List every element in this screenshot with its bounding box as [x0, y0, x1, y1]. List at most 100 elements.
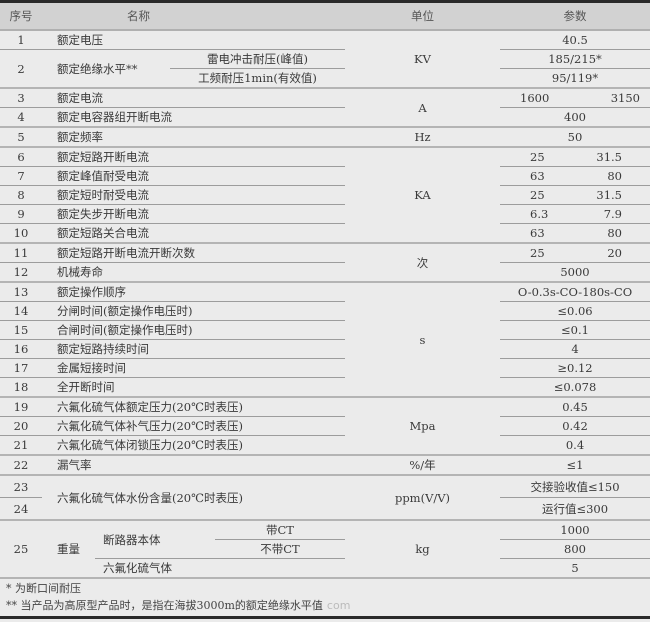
row-name: 六氟化硫气体水份含量(20℃时表压) — [42, 475, 345, 521]
row-no: 21 — [0, 435, 42, 456]
row-unit: Hz — [345, 127, 500, 148]
row-name: 额定短路关合电流 — [42, 223, 345, 244]
param-value-2: 80 — [607, 226, 622, 240]
table-row: 16 额定短路持续时间 4 — [0, 339, 650, 359]
row-no: 22 — [0, 455, 42, 476]
row-name: 额定绝缘水平** — [42, 49, 170, 89]
row-subname: 六氟化硫气体 — [95, 558, 345, 579]
table-row: 六氟化硫气体 5 — [0, 558, 650, 579]
row-name: 额定短时耐受电流 — [42, 185, 345, 205]
row-name: 额定峰值耐受电流 — [42, 166, 345, 186]
row-param: 185/215* — [500, 49, 650, 69]
row-name: 漏气率 — [42, 455, 345, 476]
row-param: ≤1 — [500, 455, 650, 476]
row-param: 4 — [500, 339, 650, 359]
table-row: 9 额定失步开断电流 6.3 7.9 — [0, 204, 650, 224]
param-value-1: 1600 — [520, 91, 550, 105]
row-param: 5000 — [500, 262, 650, 283]
footnotes: * 为断口间耐压 ** 当产品为高原型产品时，是指在海拔3000m的额定绝缘水平… — [6, 580, 350, 614]
row-unit: KA — [345, 147, 500, 244]
row-unit: KV — [345, 30, 500, 89]
table-row: 11 额定短路开断电流开断次数 次 25 20 — [0, 243, 650, 283]
footnote: * 为断口间耐压 — [6, 582, 81, 595]
row-name: 额定失步开断电流 — [42, 204, 345, 224]
row-no: 17 — [0, 358, 42, 378]
row-param: ≤0.06 — [500, 301, 650, 321]
row-name: 额定操作顺序 — [42, 282, 345, 302]
row-name: 六氟化硫气体闭锁压力(20℃时表压) — [42, 435, 345, 456]
row-no: 11 — [0, 243, 42, 263]
param-value-1: 25 — [530, 246, 545, 260]
row-name: 额定短路开断电流 — [42, 147, 345, 167]
param-value-2: 3150 — [610, 91, 640, 105]
row-name: 重量 — [42, 520, 95, 579]
row-no: 24 — [0, 497, 42, 521]
row-param: 1000 — [500, 520, 650, 540]
row-unit: Mpa — [345, 397, 500, 456]
row-no: 14 — [0, 301, 42, 321]
row-no: 2 — [0, 49, 42, 89]
row-param: 63 80 — [500, 223, 650, 244]
table-row: 4 额定电容器组开断电流 400 — [0, 107, 650, 128]
row-name: 机械寿命 — [42, 262, 345, 283]
table-row: 工频耐压1min(有效值) 95/119* — [0, 68, 650, 89]
param-value-1: 63 — [530, 169, 545, 183]
table-row: 7 额定峰值耐受电流 63 80 — [0, 166, 650, 186]
row-no: 12 — [0, 262, 42, 283]
row-name: 额定短路持续时间 — [42, 339, 345, 359]
row-no: 20 — [0, 416, 42, 436]
row-param: 63 80 — [500, 166, 650, 186]
row-name: 六氟化硫气体补气压力(20℃时表压) — [42, 416, 345, 436]
row-param: 25 20 — [500, 243, 650, 263]
row-no: 25 — [0, 520, 42, 579]
row-param: 0.45 — [500, 397, 650, 417]
row-unit: %/年 — [345, 455, 500, 476]
table-row: 10 额定短路关合电流 63 80 — [0, 223, 650, 244]
param-value-2: 80 — [607, 169, 622, 183]
table-row: 19 六氟化硫气体额定压力(20℃时表压) Mpa 0.45 — [0, 397, 650, 456]
param-value-2: 31.5 — [596, 188, 622, 202]
row-param: 1600 3150 — [500, 88, 650, 108]
row-name: 六氟化硫气体额定压力(20℃时表压) — [42, 397, 345, 417]
row-no: 10 — [0, 223, 42, 244]
row-no: 8 — [0, 185, 42, 205]
param-value-1: 25 — [530, 188, 545, 202]
param-value-2: 31.5 — [596, 150, 622, 164]
table-row: 23 六氟化硫气体水份含量(20℃时表压) ppm(V/V) 交接验收值≤150 — [0, 475, 650, 521]
table-row: 8 额定短时耐受电流 25 31.5 — [0, 185, 650, 205]
row-no: 4 — [0, 107, 42, 128]
table-row: 14 分闸时间(额定操作电压时) ≤0.06 — [0, 301, 650, 321]
table-row: 6 额定短路开断电流 KA 25 31.5 — [0, 147, 650, 244]
header-unit: 单位 — [345, 3, 500, 31]
row-no: 3 — [0, 88, 42, 108]
row-name: 额定频率 — [42, 127, 345, 148]
row-param: 6.3 7.9 — [500, 204, 650, 224]
row-param: 95/119* — [500, 68, 650, 89]
row-no: 6 — [0, 147, 42, 167]
row-subname: 工频耐压1min(有效值) — [170, 68, 345, 89]
header-no: 序号 — [0, 3, 42, 31]
row-unit: ppm(V/V) — [345, 475, 500, 521]
spec-table: 序号 名称 单位 参数 1 额定电压 KV 40.5 2 额定绝缘水平** 雷电… — [0, 3, 650, 579]
table-row: 13 额定操作顺序 s O-0.3s-CO-180s-CO — [0, 282, 650, 398]
table-row: 12 机械寿命 5000 — [0, 262, 650, 283]
row-name: 金属短接时间 — [42, 358, 345, 378]
row-param: O-0.3s-CO-180s-CO — [500, 282, 650, 302]
row-param: 运行值≤300 — [500, 497, 650, 521]
row-param: 400 — [500, 107, 650, 128]
row-unit: A — [345, 88, 500, 128]
row-param: ≤0.078 — [500, 377, 650, 398]
row-param: 25 31.5 — [500, 185, 650, 205]
row-name: 额定电容器组开断电流 — [42, 107, 345, 128]
footnote: ** 当产品为高原型产品时，是指在海拔3000m的额定绝缘水平值 com — [6, 599, 351, 612]
table-row: 2 额定绝缘水平** 雷电冲击耐压(峰值) 185/215* — [0, 49, 650, 89]
table-row: 20 六氟化硫气体补气压力(20℃时表压) 0.42 — [0, 416, 650, 436]
row-no: 13 — [0, 282, 42, 302]
row-name: 全开断时间 — [42, 377, 345, 398]
row-name: 额定短路开断电流开断次数 — [42, 243, 345, 263]
row-no: 19 — [0, 397, 42, 417]
param-value-1: 63 — [530, 226, 545, 240]
param-value-2: 20 — [607, 246, 622, 260]
row-param: 交接验收值≤150 — [500, 475, 650, 498]
